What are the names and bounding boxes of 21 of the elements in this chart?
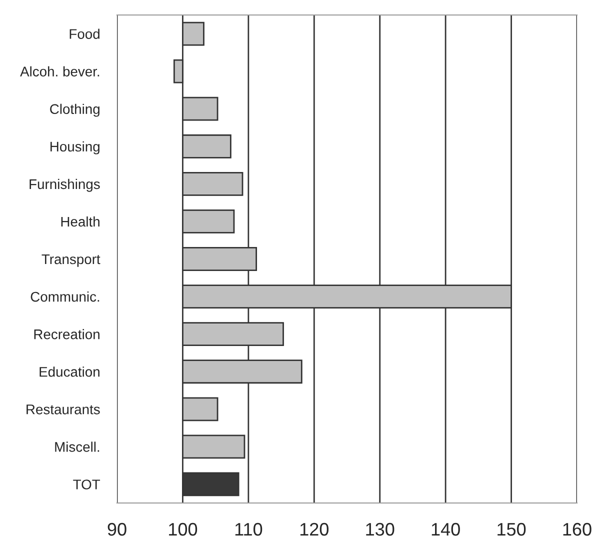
y-tick-label: Food (70, 28, 100, 39)
x-tick-label: 140 (432, 522, 460, 536)
x-tick-label: 100 (169, 522, 198, 536)
x-tick-label: 150 (498, 522, 526, 536)
y-tick-label: TOT (73, 480, 100, 490)
y-tick-label: Furnishings (30, 178, 100, 192)
y-tick-label: Alcoh. bever. (20, 66, 100, 76)
x-tick-label: 110 (235, 522, 262, 536)
y-tick-label: Health (61, 216, 100, 227)
y-tick-label: Restaurants (26, 404, 100, 414)
y-tick-label: Transport (42, 254, 100, 267)
x-tick-label: 130 (366, 522, 394, 536)
x-tick-label: 160 (563, 522, 592, 536)
y-tick-label: Housing (50, 141, 100, 154)
y-tick-label: Education (40, 366, 100, 377)
y-tick-label: Recreation (34, 329, 100, 340)
y-tick-label: Miscell. (55, 442, 100, 452)
x-tick-label: 120 (300, 522, 328, 536)
y-tick-label: Communic. (30, 292, 100, 302)
x-tick-label: 90 (108, 522, 126, 536)
y-tick-label: Clothing (50, 104, 100, 117)
